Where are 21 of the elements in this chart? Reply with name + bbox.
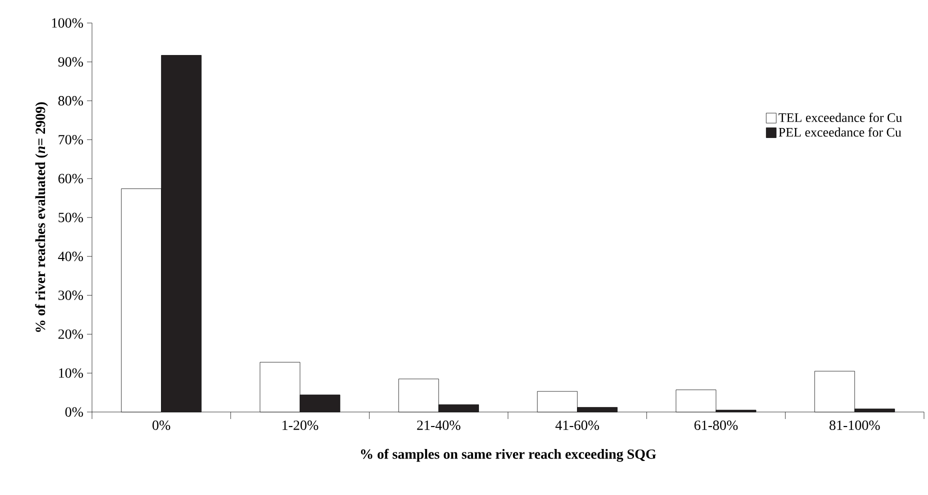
- y-tick-label: 20%: [58, 329, 84, 339]
- y-tick-label: 90%: [58, 57, 84, 67]
- y-tick-label: 60%: [58, 174, 84, 184]
- legend-label: PEL exceedance for Cu: [778, 127, 902, 137]
- y-tick-label: 10%: [59, 368, 84, 378]
- x-tick-label: 81-100%: [830, 420, 880, 430]
- x-tick-label: 0%: [152, 420, 170, 430]
- y-tick-label: 100%: [52, 18, 84, 28]
- y-tick-label: 70%: [58, 134, 84, 144]
- x-tick-label: 21-40%: [417, 420, 460, 430]
- x-tick-label: 41-60%: [555, 420, 600, 430]
- y-tick-label: 30%: [58, 290, 84, 300]
- y-axis-title: % of river reaches evaluated (n= 2909): [35, 102, 48, 332]
- y-tick-label: 0%: [65, 407, 84, 417]
- y-tick-label: 80%: [58, 96, 84, 106]
- legend-label: TEL exceedance for Cu: [778, 112, 902, 122]
- x-tick-label: 61-80%: [694, 420, 738, 430]
- x-axis-title: % of samples on same river reach exceeding SQG: [361, 448, 656, 462]
- x-tick-label: 1-20%: [282, 420, 318, 430]
- y-tick-label: 50%: [58, 212, 84, 222]
- y-tick-label: 40%: [58, 252, 84, 262]
